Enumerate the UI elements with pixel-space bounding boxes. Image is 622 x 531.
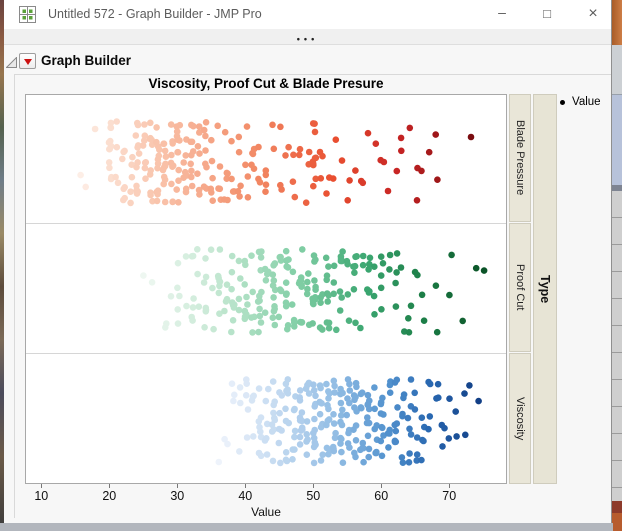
background-window-edge [612, 513, 622, 531]
disclosure-triangle-icon[interactable] [6, 57, 17, 68]
background-cell [612, 185, 622, 191]
facet-strip-blade-pressure[interactable]: Blade Pressure [509, 94, 531, 222]
x-tick-label: 10 [34, 489, 49, 503]
facet-strip-proof-cut[interactable]: Proof Cut [509, 223, 531, 352]
panel-divider [26, 223, 506, 224]
outline-tree-line [14, 74, 15, 518]
jmp-app-icon [19, 6, 36, 23]
x-tick-mark [244, 484, 246, 488]
collapsed-toolbar[interactable]: ••• [4, 29, 611, 45]
facet-group-strip-type[interactable]: Type [533, 94, 557, 484]
x-tick-label: 70 [442, 489, 457, 503]
x-tick-mark [312, 484, 314, 488]
outline-title[interactable]: Graph Builder [41, 53, 132, 68]
facet-label: Blade Pressure [514, 120, 526, 196]
x-tick-label: 30 [170, 489, 185, 503]
window-bottom-edge [0, 523, 613, 531]
outline-divider [14, 74, 611, 75]
legend-marker-icon [560, 99, 565, 105]
x-tick-mark [40, 484, 42, 488]
toolbar-overflow-icon[interactable]: ••• [296, 34, 319, 44]
x-tick-label: 60 [374, 489, 389, 503]
background-grid-rows [612, 191, 622, 501]
legend[interactable]: Value [560, 96, 601, 108]
red-triangle-icon [24, 59, 32, 65]
outline-header: Graph Builder [4, 50, 611, 74]
x-tick-mark [176, 484, 178, 488]
jmp-window: Untitled 572 - Graph Builder - JMP Pro –… [4, 0, 612, 523]
background-window-edge [612, 0, 622, 45]
facet-label: Viscosity [514, 396, 526, 441]
facet-group-label: Type [538, 274, 552, 304]
maximize-button[interactable]: □ [543, 6, 551, 21]
plot-area[interactable] [25, 94, 507, 484]
x-tick-label: 40 [238, 489, 253, 503]
graph-title: Viscosity, Proof Cut & Blade Presure [148, 76, 384, 91]
facet-label: Proof Cut [514, 264, 526, 311]
x-tick-label: 20 [102, 489, 117, 503]
background-cell [612, 45, 622, 95]
background-right-strip [612, 0, 622, 531]
x-tick-mark [448, 484, 450, 488]
red-triangle-menu-button[interactable] [19, 53, 36, 69]
facet-strip-viscosity[interactable]: Viscosity [509, 353, 531, 484]
window-title: Untitled 572 - Graph Builder - JMP Pro [48, 7, 262, 21]
legend-label: Value [572, 96, 601, 108]
panel-divider [26, 353, 506, 354]
x-tick-mark [380, 484, 382, 488]
jitter-points-layer [77, 118, 488, 467]
titlebar[interactable]: Untitled 572 - Graph Builder - JMP Pro –… [4, 0, 611, 29]
x-tick-mark [108, 484, 110, 488]
minimize-button[interactable]: – [498, 4, 506, 20]
close-button[interactable]: × [588, 5, 598, 22]
background-cell [612, 501, 622, 513]
background-cell [612, 95, 622, 185]
x-tick-label: 50 [306, 489, 321, 503]
x-axis-title[interactable]: Value [251, 505, 281, 519]
background-left-strip [0, 0, 4, 531]
